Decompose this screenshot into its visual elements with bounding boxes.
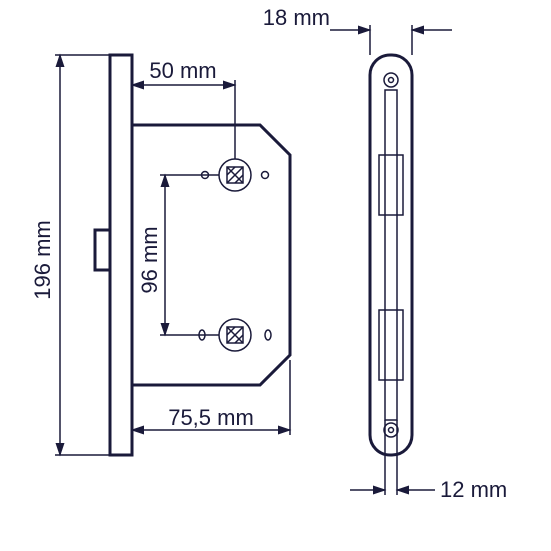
dim-label-96: 96 mm [137,226,162,293]
fixing-slot-bottom-right [265,330,271,340]
lock-diagram: 196 mm 50 mm 96 mm 75,5 mm 18 mm 12 mm [0,0,551,551]
latch-bolt [95,230,110,270]
fixing-hole-top-right [262,172,269,179]
dim-label-50: 50 mm [149,58,216,83]
dim-label-75: 75,5 mm [168,405,254,430]
strike-latch-slot [379,155,403,215]
dim-label-18: 18 mm [263,5,330,30]
dim-label-12: 12 mm [440,477,507,502]
strike-screw-top [384,73,398,87]
faceplate [110,55,132,455]
strike-bolt-slot [379,310,403,380]
dim-label-196: 196 mm [30,220,55,299]
strike-screw-bottom [384,423,398,437]
strike-plate-inner [385,90,397,420]
strike-plate-outer [370,55,412,455]
